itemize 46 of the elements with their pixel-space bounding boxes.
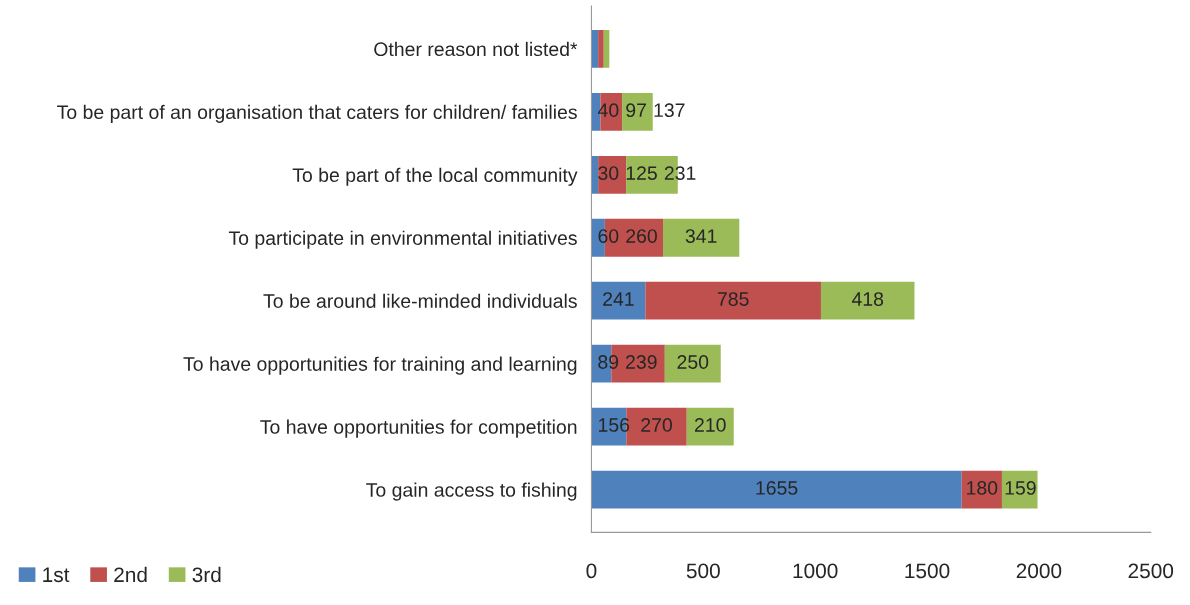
data-label: 341 [685, 229, 717, 243]
x-tick-label: 1500 [905, 563, 950, 579]
data-label: 125 [626, 166, 657, 180]
data-label: 241 [603, 292, 634, 306]
bar [591, 281, 646, 320]
data-label: 239 [626, 355, 657, 369]
data-label: 250 [677, 355, 709, 369]
bar [591, 155, 599, 194]
data-label: 418 [851, 292, 884, 306]
y-tick-label: To be part of an organisation that caters for children/ families [57, 104, 577, 123]
legend-label: 3rd [192, 566, 221, 583]
y-tick-label: To have opportunities for competition [260, 419, 577, 438]
y-tick-label: To participate in environmental initiatives [228, 230, 577, 249]
x-tick-label: 500 [686, 563, 720, 579]
data-label: 180 [967, 481, 998, 495]
data-label: 30 [598, 166, 619, 180]
legend-label: 2nd [114, 566, 147, 583]
x-tick-label: 1000 [793, 563, 838, 579]
bar [622, 92, 653, 131]
data-label: 260 [626, 229, 657, 243]
data-label: 785 [717, 292, 749, 306]
data-label: 97 [626, 103, 646, 118]
y-tick-label: To have opportunities for training and learning [183, 356, 577, 375]
bar [645, 281, 821, 320]
bar [820, 281, 915, 320]
y-tick-label: To be around like-minded individuals [263, 293, 577, 308]
bar [591, 29, 599, 68]
bar [598, 29, 604, 68]
legend-label: 1st [43, 567, 70, 583]
x-tick-label: 2500 [1128, 563, 1174, 579]
x-tick-label: 0 [586, 563, 597, 579]
y-tick-label: To gain access to fishing [366, 482, 577, 501]
bar [603, 29, 610, 68]
bar [686, 407, 734, 446]
data-label: 159 [1005, 481, 1036, 495]
bar [591, 470, 962, 509]
data-label: 210 [694, 418, 726, 432]
x-tick-label: 2000 [1016, 563, 1062, 579]
bar [598, 155, 627, 194]
data-label: 1655 [756, 481, 798, 495]
data-label: 270 [641, 418, 672, 432]
y-tick-label: To be part of the local community [292, 167, 578, 186]
bar [663, 218, 740, 257]
data-label: 137 [654, 103, 685, 118]
y-tick-label: Other reason not listed* [374, 41, 578, 57]
bar [664, 344, 721, 383]
